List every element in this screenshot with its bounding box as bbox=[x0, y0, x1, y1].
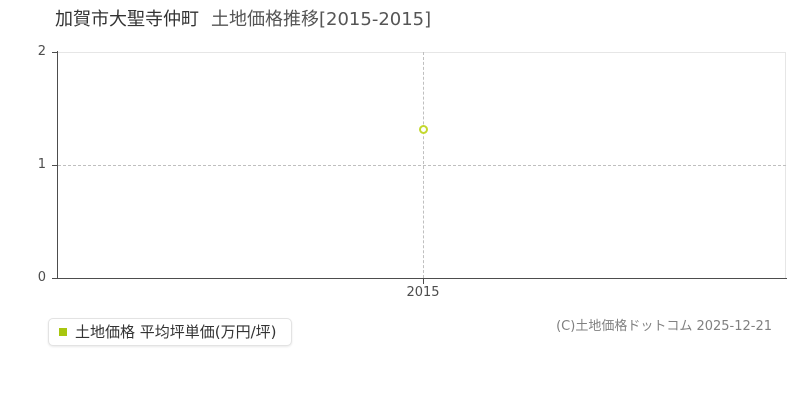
legend-swatch-icon bbox=[59, 328, 67, 336]
data-point-2015[interactable] bbox=[419, 125, 428, 134]
legend-label: 土地価格 平均坪単価(万円/坪) bbox=[75, 322, 277, 341]
title-area-name: 加賀市大聖寺仲町 bbox=[55, 9, 199, 30]
y-tick-1 bbox=[52, 165, 58, 166]
title-suffix: 土地価格推移[2015-2015] bbox=[211, 9, 432, 30]
x-axis-line bbox=[57, 278, 787, 279]
y-tick-2 bbox=[52, 52, 58, 53]
gridline-y-1 bbox=[58, 165, 786, 166]
y-tick-label-1: 1 bbox=[37, 157, 46, 172]
x-tick-2015 bbox=[423, 278, 424, 284]
y-tick-label-2: 2 bbox=[37, 44, 46, 59]
legend[interactable]: 土地価格 平均坪単価(万円/坪) bbox=[48, 318, 292, 346]
y-tick-label-0: 0 bbox=[37, 270, 46, 285]
y-tick-0 bbox=[52, 278, 58, 279]
gridline-x-2015 bbox=[423, 52, 424, 278]
copyright-text: (C)土地価格ドットコム 2025-12-21 bbox=[556, 319, 772, 334]
page-title: 加賀市大聖寺仲町 土地価格推移[2015-2015] bbox=[55, 9, 431, 31]
x-tick-label-2015: 2015 bbox=[406, 285, 440, 300]
